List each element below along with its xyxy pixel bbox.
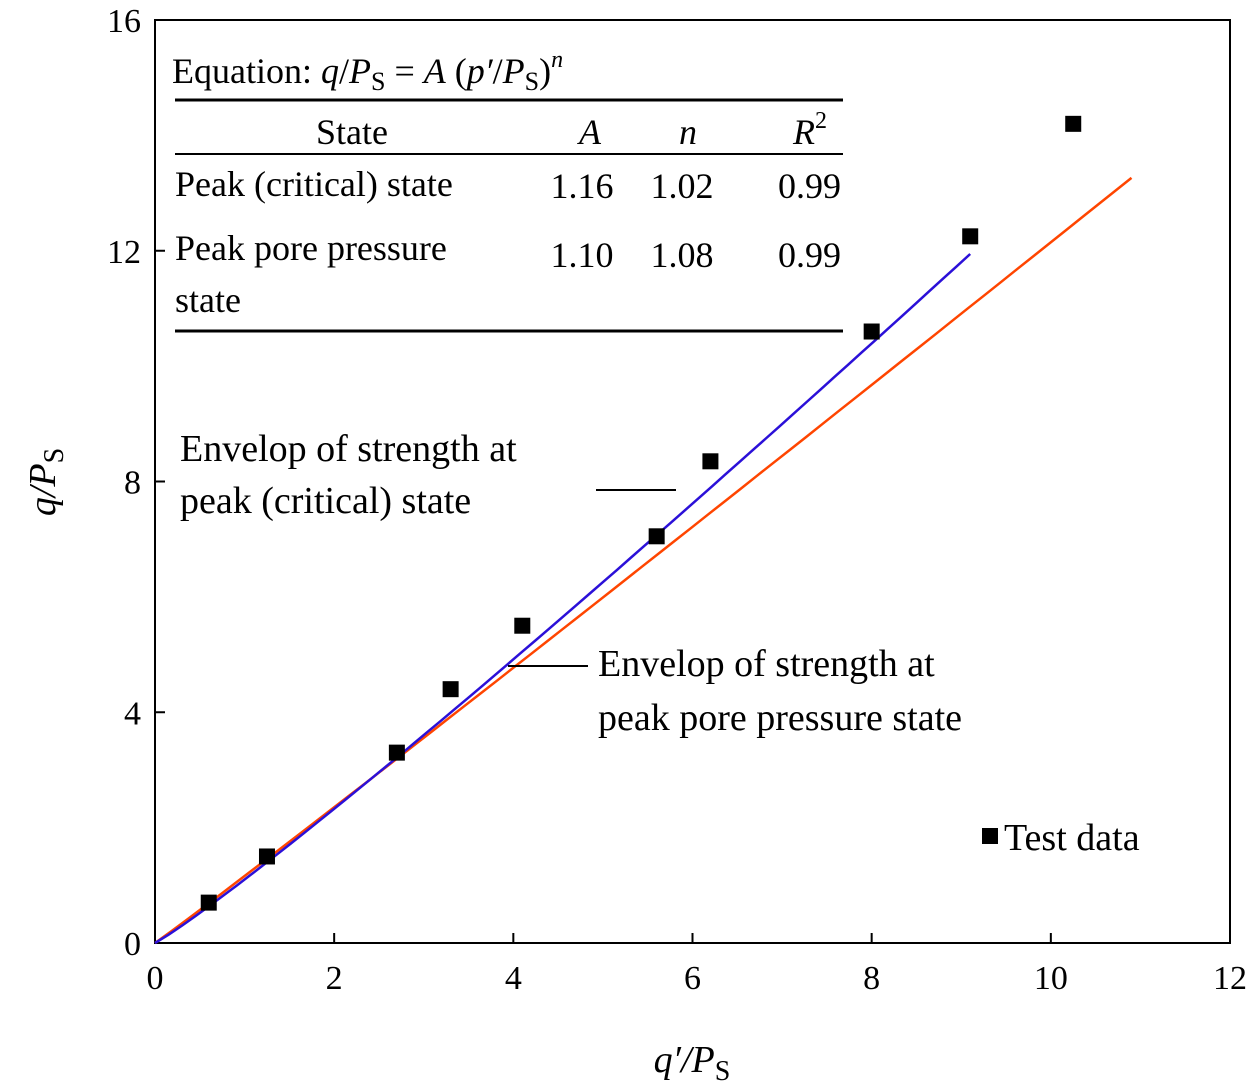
- x-axis-title: q′/PS: [654, 1039, 731, 1086]
- fit-lines: [154, 176, 1133, 945]
- y-axis-title-sub: S: [39, 448, 70, 464]
- x-tick-label: 6: [684, 960, 701, 997]
- annotation-peak-pore: Envelop of strength at peak pore pressur…: [508, 643, 962, 739]
- table-row2-R2: 0.99: [778, 235, 841, 275]
- fit-line-0: [154, 176, 1133, 945]
- x-axis-title-sub: S: [715, 1056, 731, 1086]
- equation-text: Equation: q/PS = A (p′/PS)n: [172, 47, 563, 96]
- table-row2-n: 1.08: [651, 235, 714, 275]
- annotation-peak-pore-line2: peak pore pressure state: [598, 697, 962, 739]
- x-tick-label: 10: [1034, 960, 1068, 997]
- y-axis-ticks: 0 4 8 12 16: [107, 3, 165, 963]
- data-point: [863, 323, 880, 340]
- x-axis-title-main: q′/P: [654, 1039, 715, 1081]
- annotation-peak-critical-line1: Envelop of strength at: [180, 428, 517, 470]
- legend: Test data: [982, 817, 1140, 859]
- annotation-peak-critical: Envelop of strength at peak (critical) s…: [180, 428, 676, 522]
- table-row2-state-line1: Peak pore pressure: [175, 228, 447, 268]
- data-point: [200, 894, 217, 911]
- table-row1-state: Peak (critical) state: [175, 164, 453, 204]
- annotation-peak-critical-line2: peak (critical) state: [180, 480, 471, 522]
- table-header-A: A: [577, 112, 602, 152]
- table-header-R2: R2: [792, 108, 827, 152]
- data-point: [702, 453, 719, 470]
- x-tick-label: 4: [505, 960, 522, 997]
- annotation-peak-pore-line1: Envelop of strength at: [598, 643, 935, 685]
- data-point: [258, 848, 275, 865]
- test-data-points: [200, 115, 1082, 911]
- table-header-state: State: [316, 112, 388, 152]
- data-point: [442, 681, 459, 698]
- table-row1-n: 1.02: [651, 166, 714, 206]
- table-row2-A: 1.10: [551, 235, 614, 275]
- y-axis-title-main: q/P: [22, 463, 64, 516]
- x-tick-label: 0: [147, 960, 164, 997]
- legend-label: Test data: [1004, 817, 1140, 859]
- data-point: [1065, 115, 1082, 132]
- equation-table: Equation: q/PS = A (p′/PS)n State A n R2…: [172, 47, 843, 333]
- data-point: [514, 617, 531, 634]
- data-point: [962, 228, 979, 245]
- data-point: [648, 528, 665, 545]
- x-tick-label: 2: [326, 960, 343, 997]
- fit-line-1: [154, 253, 972, 945]
- y-tick-label: 16: [107, 3, 141, 40]
- y-axis-title: q/PS: [22, 448, 70, 516]
- table-row1-R2: 0.99: [778, 166, 841, 206]
- x-axis-ticks: 0 2 4 6 8 10 12: [147, 933, 1247, 997]
- table-row1-A: 1.16: [551, 166, 614, 206]
- y-tick-label: 12: [107, 234, 141, 271]
- x-tick-label: 12: [1213, 960, 1247, 997]
- legend-marker: [982, 828, 998, 844]
- x-tick-label: 8: [863, 960, 880, 997]
- table-header-n: n: [679, 112, 697, 152]
- data-point: [388, 744, 405, 761]
- table-row2-state-line2: state: [175, 280, 241, 320]
- y-tick-label: 4: [124, 695, 141, 732]
- y-tick-label: 0: [124, 926, 141, 963]
- y-tick-label: 8: [124, 465, 141, 502]
